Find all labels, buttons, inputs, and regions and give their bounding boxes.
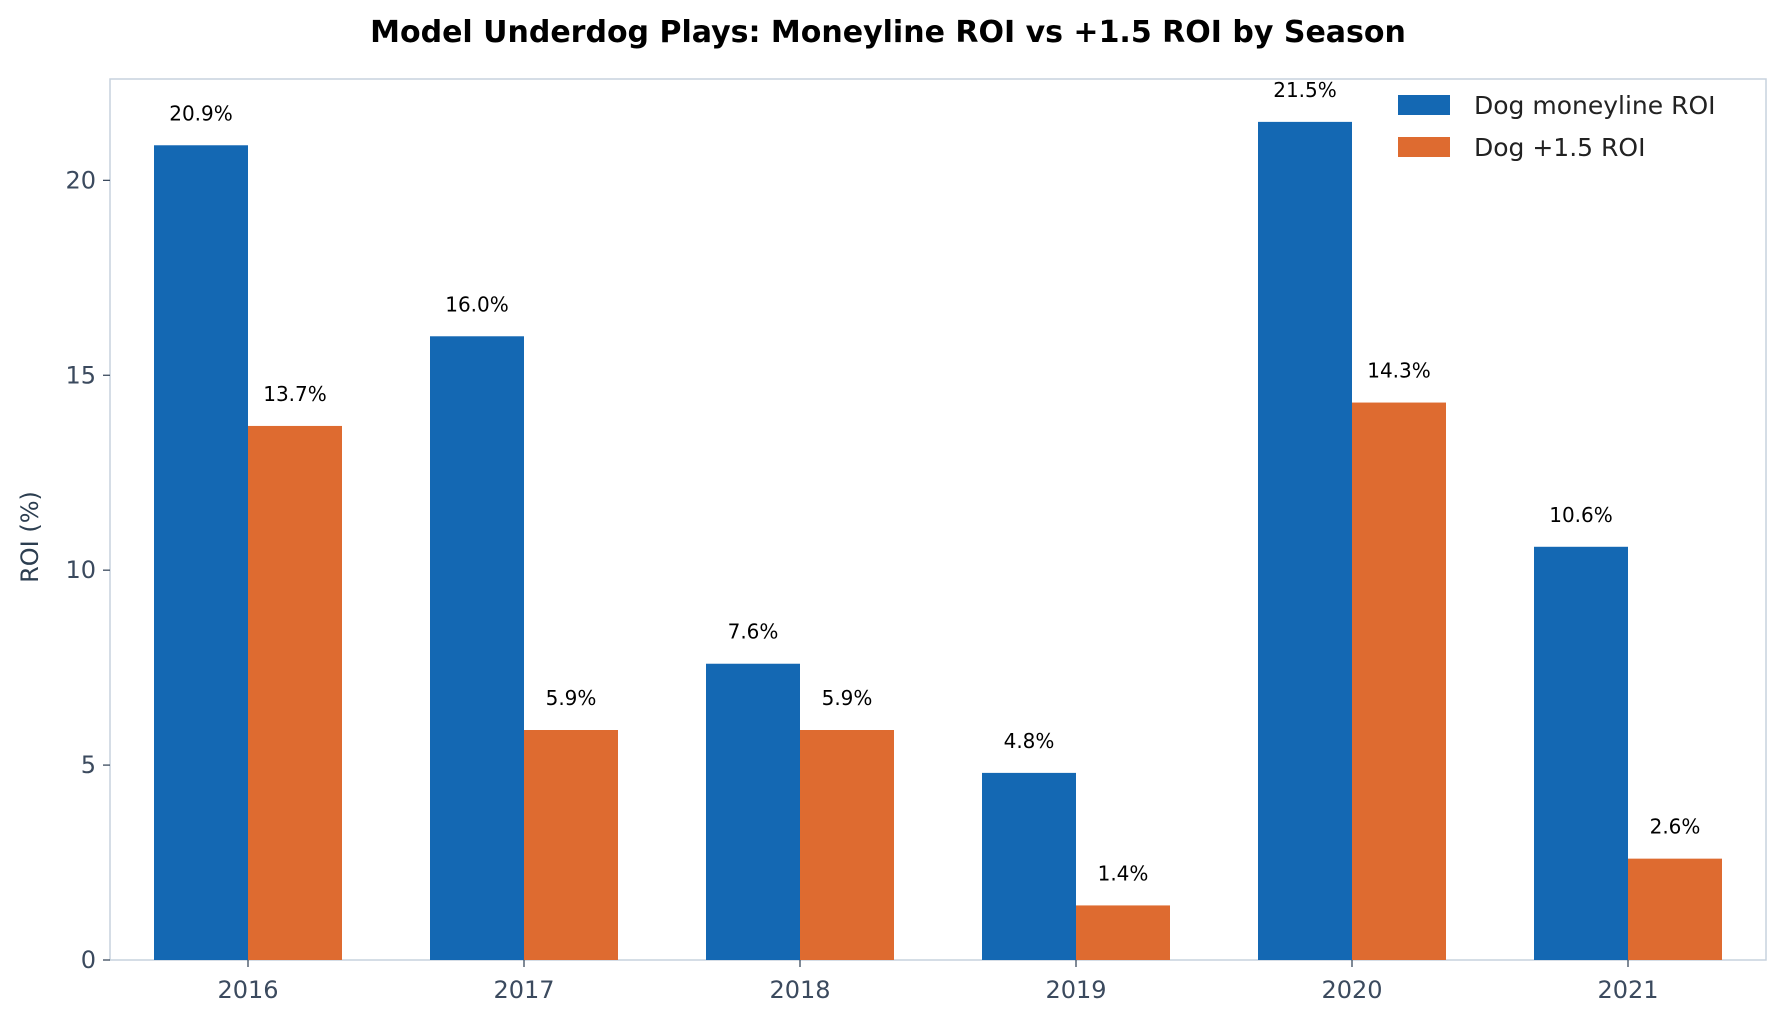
data-label: 10.6%: [1549, 503, 1613, 527]
data-label: 16.0%: [445, 292, 509, 316]
bar: [154, 145, 248, 961]
bar: [248, 425, 342, 960]
data-label: 5.9%: [546, 686, 597, 710]
data-label: 4.8%: [1004, 729, 1055, 753]
y-tick-label: 10: [65, 556, 96, 584]
data-label: 2.6%: [1650, 815, 1701, 839]
chart-title: Model Underdog Plays: Moneyline ROI vs +…: [370, 15, 1406, 50]
legend: Dog moneyline ROI Dog +1.5 ROI: [1398, 91, 1716, 162]
data-label: 20.9%: [169, 101, 233, 125]
data-label: 14.3%: [1367, 359, 1431, 383]
bar: [800, 730, 894, 960]
x-tick-label: 2018: [769, 976, 830, 1004]
plot-area: 0 5 10 15 20 2016 20.9% 13.7% 2017 16.0% 5.9% 2018 7…: [65, 78, 1767, 1004]
y-axis-label: ROI (%): [16, 491, 44, 583]
legend-swatch: [1398, 137, 1450, 157]
data-label: 21.5%: [1273, 78, 1337, 102]
y-tick-label: 20: [65, 166, 96, 194]
bar: [982, 772, 1076, 960]
x-tick-label: 2021: [1597, 976, 1658, 1004]
bar: [1076, 905, 1170, 960]
data-label: 7.6%: [728, 620, 779, 644]
legend-swatch: [1398, 95, 1450, 115]
data-label: 5.9%: [822, 686, 873, 710]
x-tick-label: 2016: [217, 976, 278, 1004]
x-tick-label: 2019: [1045, 976, 1106, 1004]
legend-entry: Dog +1.5 ROI: [1474, 133, 1645, 162]
y-tick-label: 5: [81, 751, 96, 779]
bar: [1258, 121, 1352, 960]
legend-entry: Dog moneyline ROI: [1474, 91, 1716, 120]
bar: [1352, 402, 1446, 960]
data-label: 13.7%: [263, 382, 327, 406]
x-tick-label: 2017: [493, 976, 554, 1004]
x-tick-label: 2020: [1321, 976, 1382, 1004]
bar: [524, 730, 618, 960]
bar: [706, 663, 800, 960]
y-tick-label: 0: [81, 946, 96, 974]
y-tick-label: 15: [65, 361, 96, 389]
bar: [430, 336, 524, 960]
data-label: 1.4%: [1098, 861, 1149, 885]
plot-frame: [109, 78, 1767, 961]
bar: [1628, 858, 1722, 960]
bar: [1534, 546, 1628, 960]
